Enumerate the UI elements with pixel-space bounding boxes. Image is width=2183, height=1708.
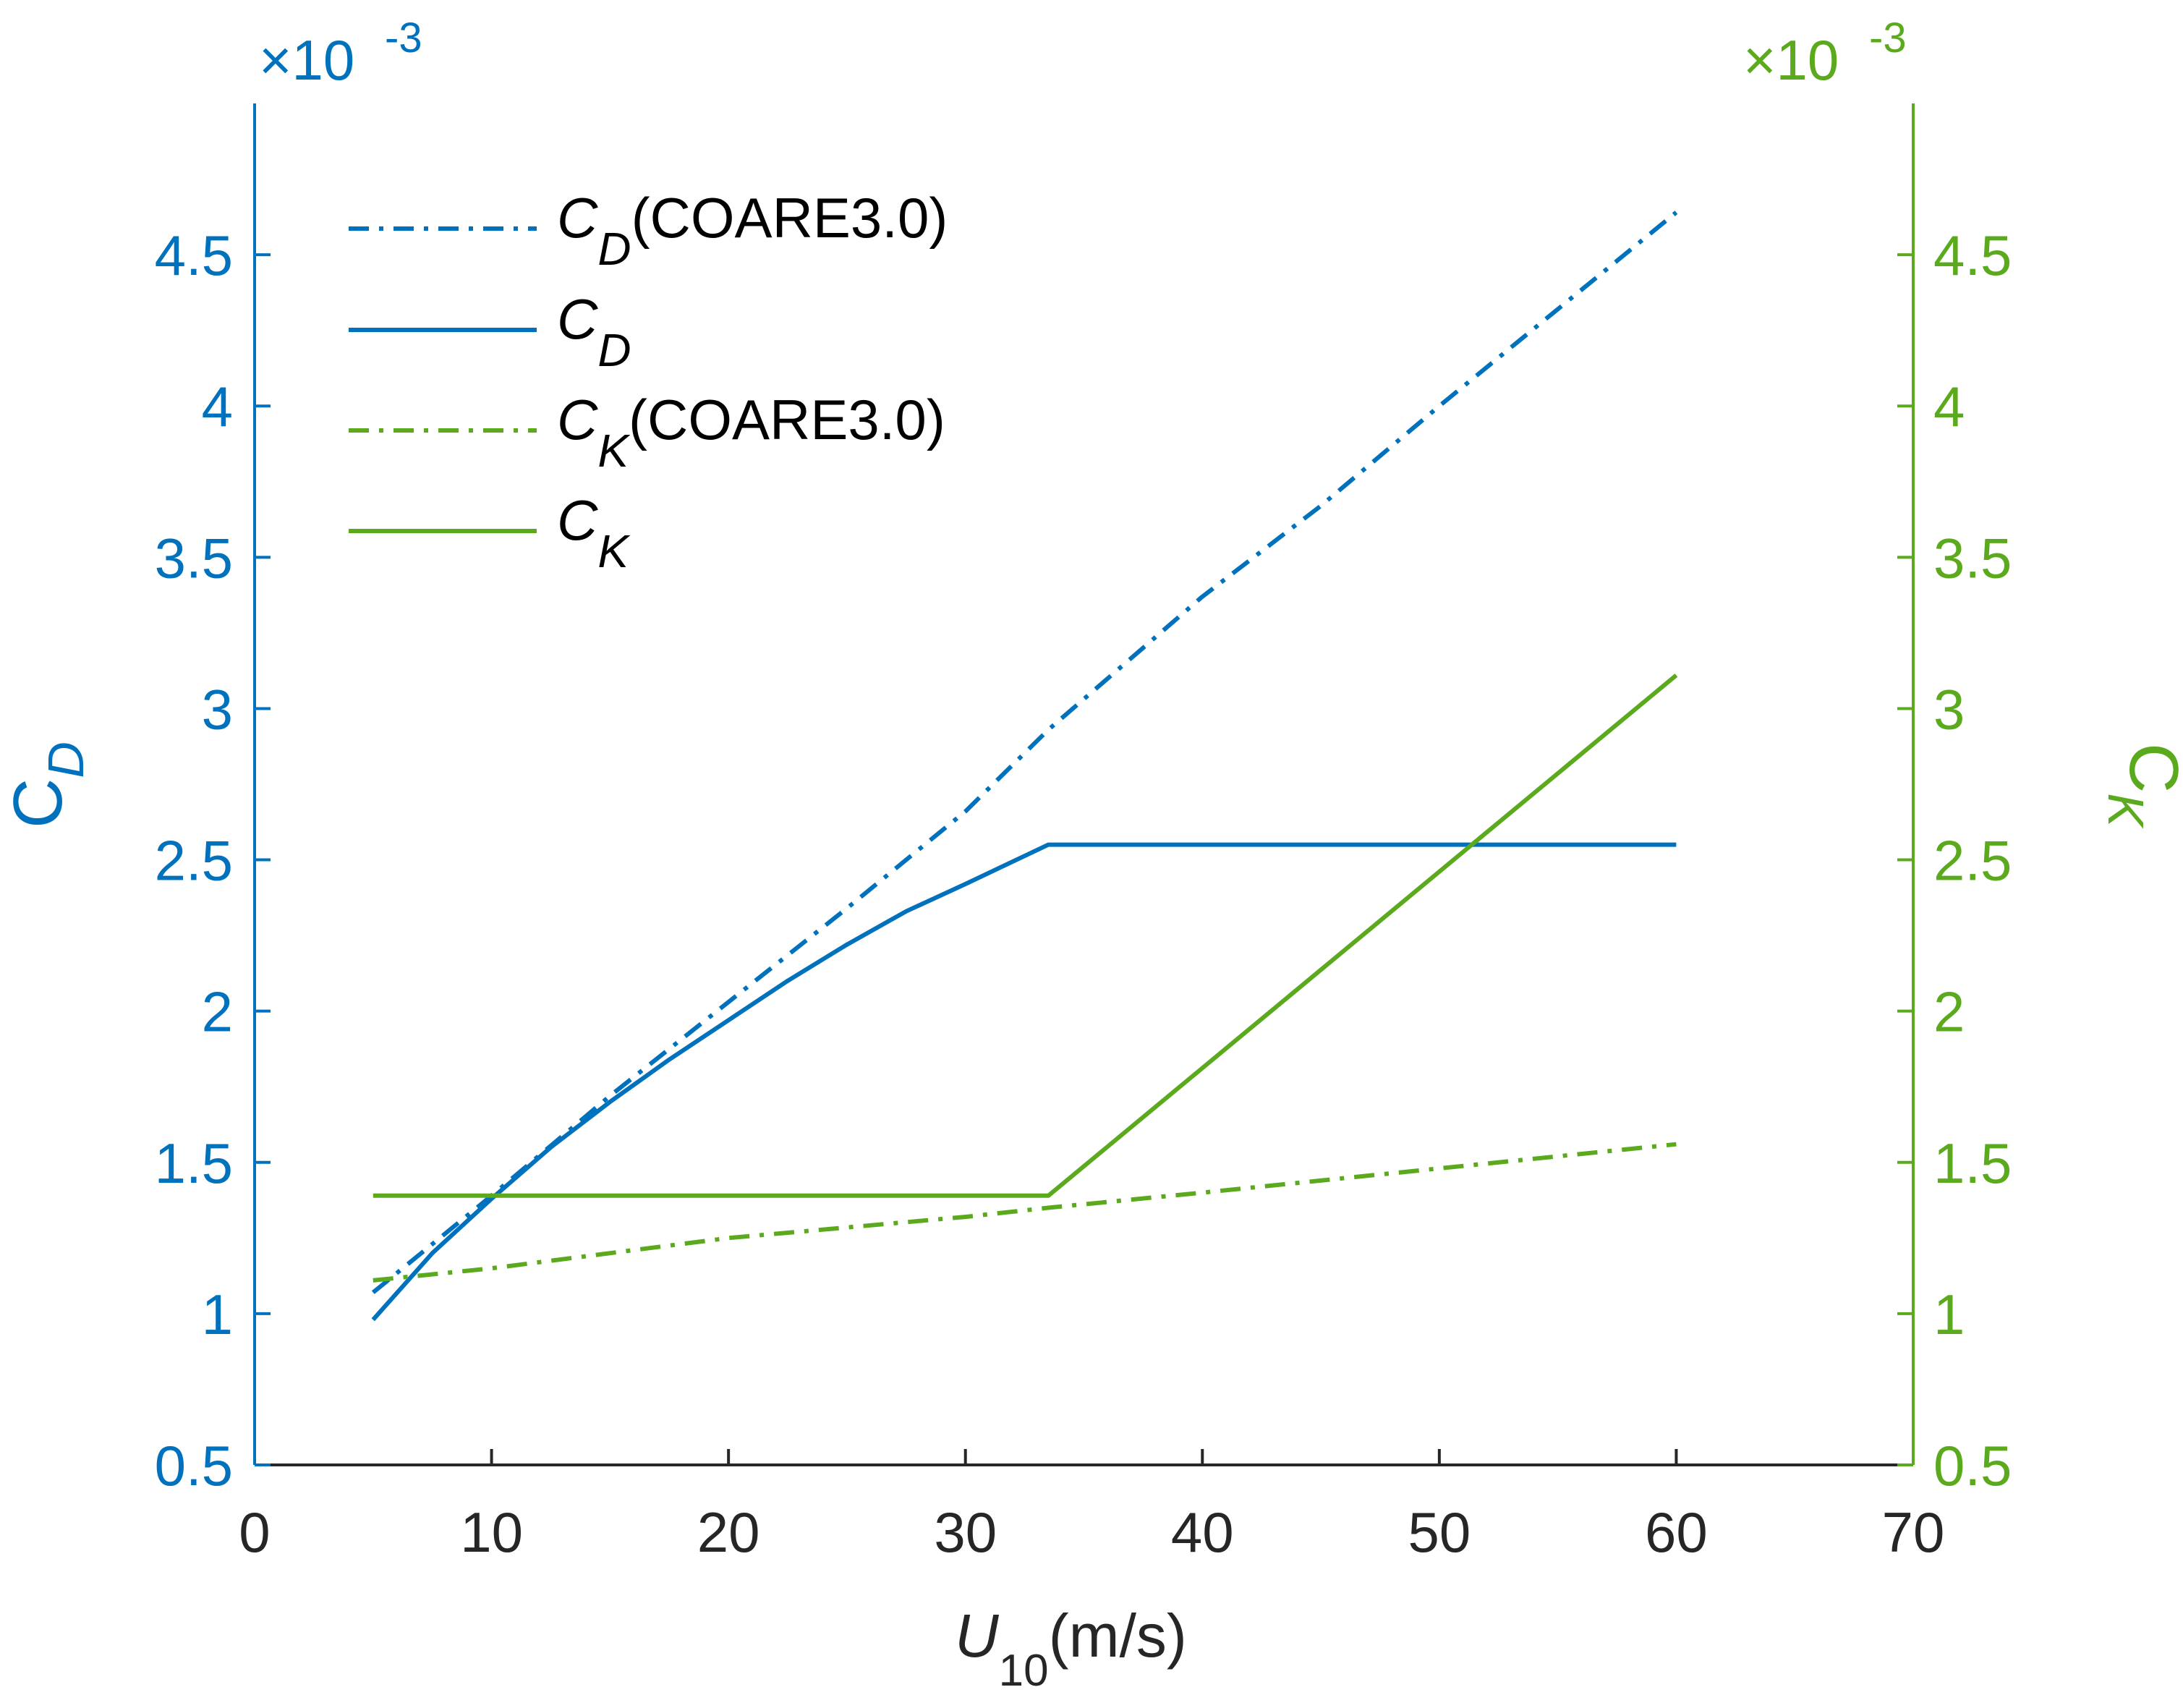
right-y-axis-label-subscript: K	[2098, 793, 2154, 829]
x-axis-label-subscript: 10	[999, 1646, 1049, 1696]
right-y-tick-label-1: 1	[1933, 1283, 1965, 1346]
legend-label-subscript: D	[597, 223, 631, 275]
right-axis-exponent-power: -3	[1869, 14, 1907, 61]
left-y-tick-label-4.5: 4.5	[155, 224, 233, 287]
legend-label-subscript: K	[597, 525, 631, 577]
x-tick-label-10: 10	[460, 1500, 523, 1564]
x-axis-label-unit: (m/s)	[1049, 1602, 1187, 1670]
right-y-tick-label-1.5: 1.5	[1933, 1131, 2012, 1195]
legend-label-c-k-coare3-0: CK(COARE3.0)	[557, 388, 945, 477]
x-tick-label-50: 50	[1408, 1500, 1471, 1564]
series-line-c-d	[371, 842, 1677, 1322]
left-y-axis-label-subscript: D	[38, 742, 94, 778]
legend-label-suffix: (COARE3.0)	[631, 186, 948, 250]
legend-label-main: C	[557, 186, 598, 250]
right-y-tick-label-2.5: 2.5	[1933, 829, 2012, 893]
left-axis-exponent-base: ×10	[259, 28, 354, 92]
series-line-c-k-coare3-0	[373, 1142, 1677, 1283]
right-y-tick-label-4: 4	[1933, 375, 1965, 438]
legend-label-c-k: CK	[557, 488, 631, 577]
legend-label-main: C	[557, 488, 598, 552]
legend-label-main: C	[557, 287, 598, 351]
series-line-c-d-coare3-0	[371, 211, 1678, 1294]
right-axis-exponent-base: ×10	[1743, 28, 1839, 92]
left-y-tick-label-1: 1	[202, 1283, 233, 1346]
x-tick-label-0: 0	[239, 1500, 270, 1564]
legend-label-main: C	[557, 388, 598, 451]
legend-label-c-d-coare3-0: CD(COARE3.0)	[557, 186, 948, 275]
right-y-tick-label-0.5: 0.5	[1933, 1434, 2012, 1497]
left-y-tick-label-4: 4	[202, 375, 233, 438]
legend-label-subscript: K	[597, 425, 631, 477]
left-y-tick-label-2: 2	[202, 980, 233, 1044]
x-tick-label-60: 60	[1645, 1500, 1708, 1564]
left-y-tick-label-3.5: 3.5	[155, 526, 233, 590]
left-y-tick-label-3: 3	[202, 677, 233, 741]
left-y-axis-label-text: CD	[0, 742, 94, 828]
right-y-axis-label-text: CK	[2098, 743, 2183, 829]
x-axis-label: U10(m/s)	[955, 1602, 1187, 1696]
right-y-axis-label: CK	[2098, 743, 2183, 829]
left-y-axis-label-main: C	[0, 778, 77, 828]
left-y-tick-label-2.5: 2.5	[155, 829, 233, 893]
legend-label-suffix: (COARE3.0)	[629, 388, 945, 451]
left-y-axis-label: CD	[0, 742, 94, 828]
left-y-tick-label-0.5: 0.5	[155, 1434, 233, 1497]
right-y-tick-label-2: 2	[1933, 980, 1965, 1044]
left-y-tick-label-1.5: 1.5	[155, 1131, 233, 1195]
x-tick-label-40: 40	[1171, 1500, 1234, 1564]
legend-label-c-d: CD	[557, 287, 631, 376]
right-y-axis-label-main: C	[2115, 743, 2183, 793]
legend-label-subscript: D	[597, 324, 631, 376]
x-tick-label-70: 70	[1882, 1500, 1945, 1564]
right-y-tick-label-4.5: 4.5	[1933, 224, 2012, 287]
x-axis-label-main: U	[955, 1602, 1000, 1670]
right-y-tick-label-3: 3	[1933, 677, 1965, 741]
x-tick-label-30: 30	[934, 1500, 997, 1564]
left-axis-exponent-power: -3	[385, 14, 422, 61]
right-y-tick-label-3.5: 3.5	[1933, 526, 2012, 590]
series-line-c-k	[373, 674, 1678, 1198]
x-tick-label-20: 20	[697, 1500, 760, 1564]
